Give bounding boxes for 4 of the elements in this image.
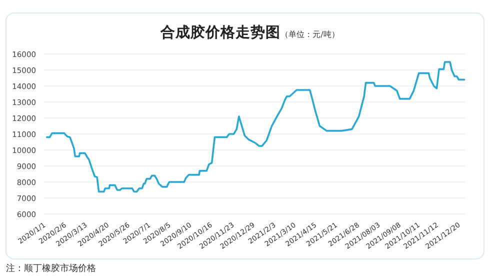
chart-subtitle: （单位：元/吨） [280, 30, 340, 39]
line-series [46, 61, 466, 192]
chart-title: 合成胶价格走势图 [160, 23, 281, 41]
text: 注：顺丁橡胶市场价格 [6, 263, 96, 274]
